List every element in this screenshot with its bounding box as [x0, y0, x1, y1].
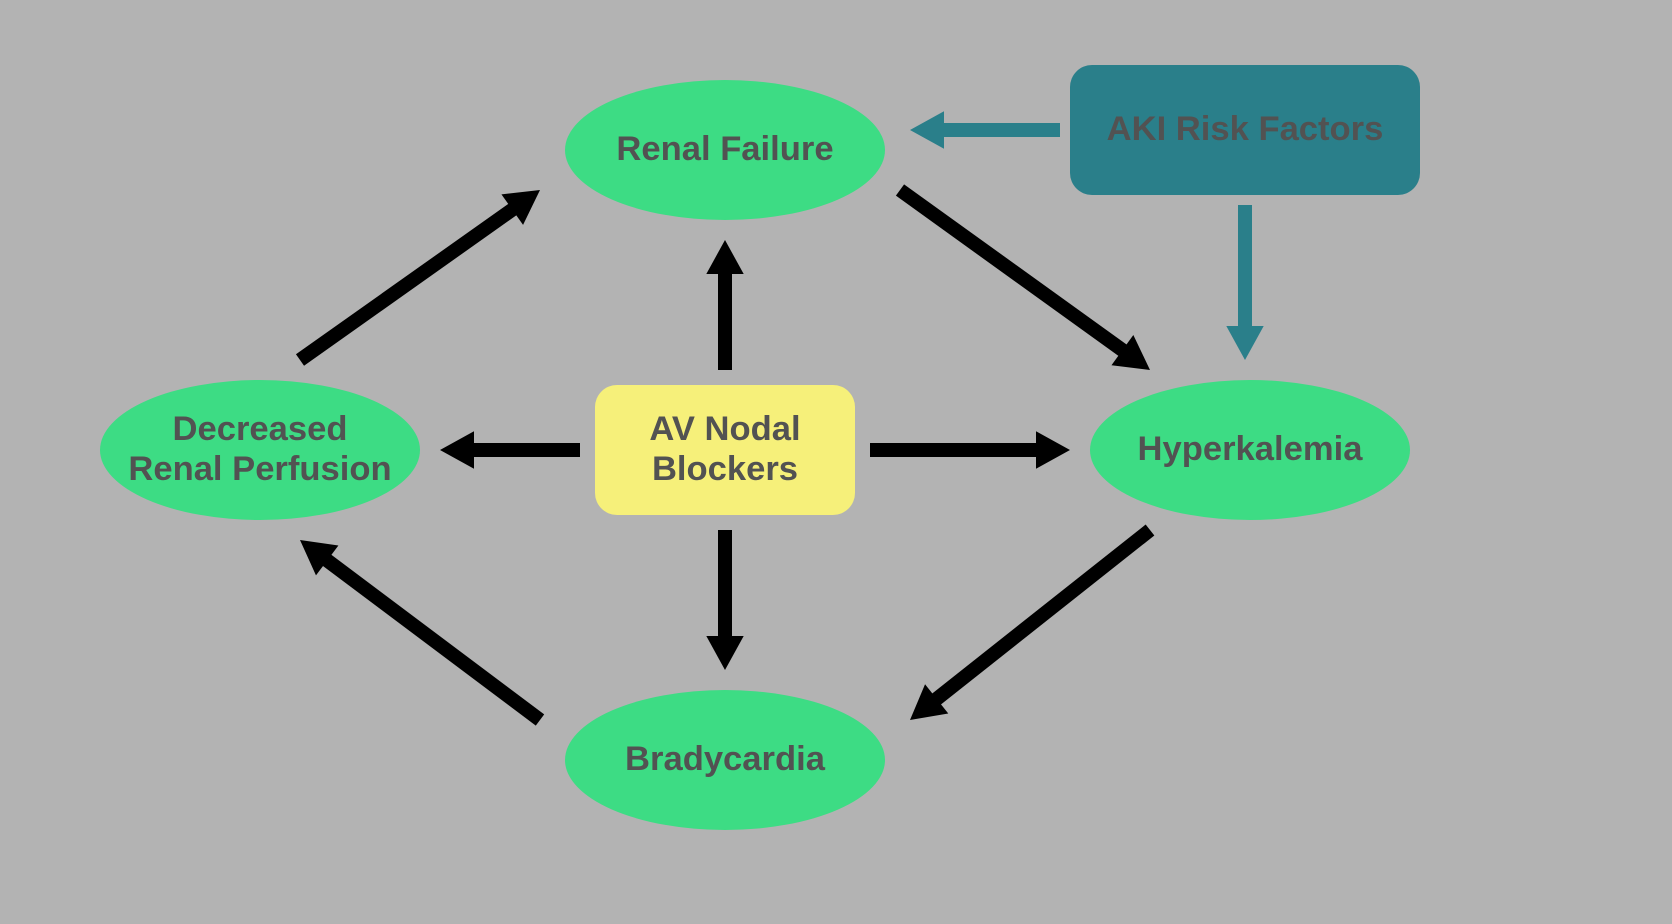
node-label-aki_risk: AKI Risk Factors	[1097, 110, 1394, 150]
node-label-renal_failure: Renal Failure	[606, 130, 843, 170]
node-label-hyperkalemia: Hyperkalemia	[1128, 430, 1373, 470]
node-aki_risk: AKI Risk Factors	[1070, 65, 1420, 195]
node-decreased_renal_perfusion: Decreased Renal Perfusion	[100, 380, 420, 520]
node-label-bradycardia: Bradycardia	[615, 740, 835, 780]
node-av_nodal_blockers: AV Nodal Blockers	[595, 385, 855, 515]
diagram-canvas: Renal Failure AKI Risk Factors Decreased R…	[0, 0, 1672, 924]
node-label-av_nodal_blockers: AV Nodal Blockers	[639, 410, 810, 490]
node-renal_failure: Renal Failure	[565, 80, 885, 220]
node-bradycardia: Bradycardia	[565, 690, 885, 830]
node-hyperkalemia: Hyperkalemia	[1090, 380, 1410, 520]
node-label-decreased_renal_perfusion: Decreased Renal Perfusion	[118, 410, 401, 490]
